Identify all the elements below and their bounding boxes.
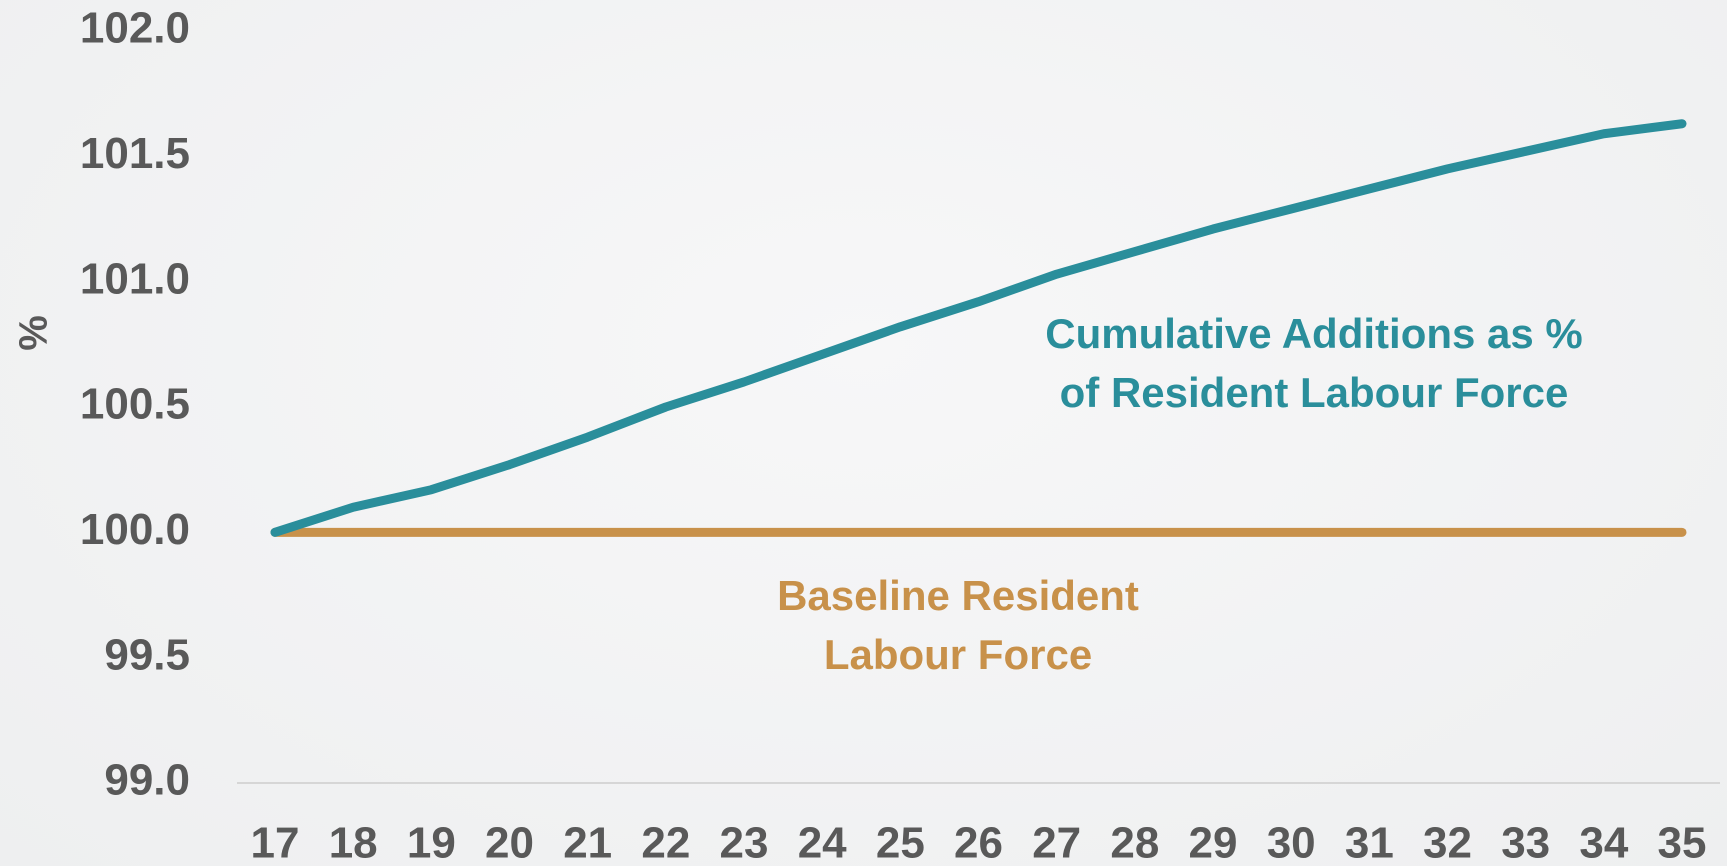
x-tick-label: 26 [954, 819, 1003, 866]
y-tick-label: 100.0 [80, 505, 190, 554]
y-tick-label: 99.5 [104, 630, 190, 679]
series-annotation: Cumulative Additions as % of Resident La… [1045, 310, 1583, 416]
x-tick-label: 33 [1501, 819, 1550, 866]
y-axis-label: % [12, 315, 56, 351]
x-tick-label: 21 [563, 819, 612, 866]
x-tick-label: 19 [407, 819, 456, 866]
x-tick-label: 31 [1345, 819, 1394, 866]
y-tick-label: 102.0 [80, 4, 190, 53]
y-tick-label: 99.0 [104, 756, 190, 805]
y-tick-label: 101.0 [80, 254, 190, 303]
x-tick-label: 35 [1658, 819, 1707, 866]
x-tick-label: 22 [641, 819, 690, 866]
series-annotation: Baseline Resident Labour Force [777, 572, 1139, 678]
y-tick-label: 101.5 [80, 129, 190, 178]
x-tick-label: 25 [876, 819, 925, 866]
x-tick-label: 27 [1032, 819, 1081, 866]
x-tick-label: 23 [720, 819, 769, 866]
x-tick-label: 18 [329, 819, 378, 866]
x-tick-label: 30 [1267, 819, 1316, 866]
x-tick-label: 24 [798, 819, 847, 866]
x-tick-label: 32 [1423, 819, 1472, 866]
x-tick-label: 20 [485, 819, 534, 866]
series-line [270, 119, 1687, 537]
x-tick-label: 29 [1189, 819, 1238, 866]
x-tick-label: 34 [1579, 819, 1628, 866]
x-tick-label: 17 [251, 819, 300, 866]
x-tick-label: 28 [1110, 819, 1159, 866]
y-tick-label: 100.5 [80, 380, 190, 429]
